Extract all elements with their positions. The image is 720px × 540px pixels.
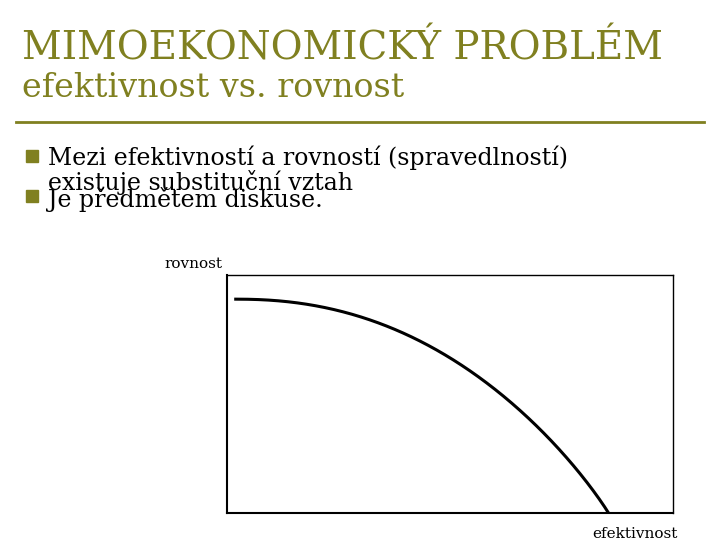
Text: existuje substituční vztah: existuje substituční vztah [48, 170, 353, 195]
FancyBboxPatch shape [26, 190, 38, 202]
Text: efektivnost vs. rovnost: efektivnost vs. rovnost [22, 72, 404, 104]
Text: Je předmětem diskuse.: Je předmětem diskuse. [48, 187, 323, 212]
Text: Mezi efektivností a rovností (spravedlností): Mezi efektivností a rovností (spravedlno… [48, 145, 568, 170]
Text: efektivnost: efektivnost [593, 527, 678, 540]
Text: MIMOEKONOMICKÝ PROBLÉM: MIMOEKONOMICKÝ PROBLÉM [22, 30, 663, 67]
FancyBboxPatch shape [26, 150, 38, 162]
Text: rovnost: rovnost [164, 256, 222, 271]
